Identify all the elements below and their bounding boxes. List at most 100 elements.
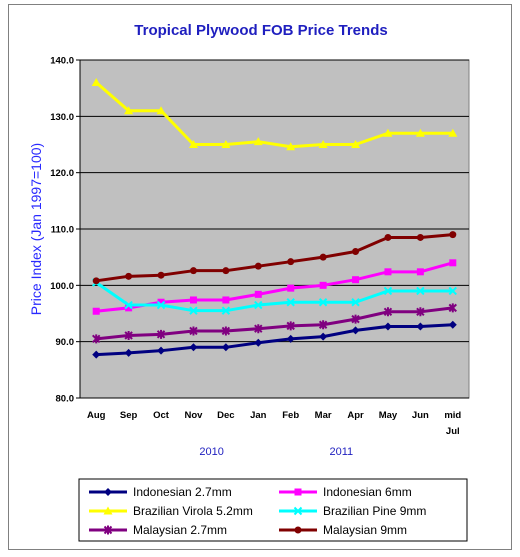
data-point — [124, 330, 133, 340]
data-point — [286, 142, 296, 151]
data-point — [125, 272, 133, 280]
data-point — [124, 300, 133, 310]
data-point — [416, 322, 425, 331]
data-point — [189, 326, 198, 336]
data-point — [254, 290, 262, 298]
year-label: 2010 — [199, 446, 223, 458]
data-point — [221, 140, 231, 148]
data-point — [92, 277, 100, 285]
data-point — [254, 338, 263, 347]
data-point — [188, 140, 198, 148]
data-point — [416, 286, 425, 296]
series-line — [96, 261, 454, 313]
data-point — [319, 332, 328, 341]
data-point — [319, 253, 327, 261]
data-point — [448, 286, 457, 296]
x-tick-label: May — [379, 410, 398, 421]
legend-marker — [293, 506, 303, 516]
x-tick-label: Oct — [153, 410, 170, 421]
data-point — [416, 233, 424, 241]
data-point — [318, 140, 328, 148]
x-tick-label: Jun — [412, 410, 429, 421]
legend-label: Indonesian 6mm — [323, 485, 412, 499]
data-point — [254, 300, 263, 310]
data-point — [92, 334, 101, 344]
data-point — [383, 307, 393, 317]
data-point — [156, 329, 166, 339]
data-point — [222, 296, 230, 304]
data-point — [448, 128, 458, 137]
data-point — [254, 262, 262, 270]
data-point — [189, 306, 198, 315]
legend-label: Indonesian 2.7mm — [133, 485, 232, 499]
data-point — [189, 267, 197, 275]
series-line — [95, 281, 453, 313]
y-tick-label: 90.0 — [56, 337, 75, 348]
x-tick-label: Dec — [217, 410, 234, 421]
x-tick-label: Jan — [250, 410, 267, 421]
data-point — [157, 298, 165, 306]
y-tick-label: 110.0 — [51, 225, 74, 236]
data-point — [384, 233, 392, 241]
chart-frame: Tropical Plywood FOB Price Trends 80.0 90.… — [8, 4, 512, 550]
data-point — [449, 231, 457, 239]
data-point — [222, 267, 230, 275]
data-point — [383, 128, 393, 137]
data-point — [156, 106, 166, 115]
data-point — [352, 248, 360, 256]
legend-marker — [294, 488, 302, 496]
x-tick-label: Jul — [446, 426, 460, 437]
data-point — [221, 343, 230, 352]
series-line — [96, 306, 453, 341]
data-point — [319, 281, 327, 289]
data-point — [286, 298, 295, 307]
y-tick-label: 80.0 — [56, 394, 75, 405]
y-tick-label: 130.0 — [50, 112, 74, 123]
price-trend-chart: Tropical Plywood FOB Price Trends 80.0 90.… — [28, 22, 470, 542]
data-point — [254, 324, 263, 334]
legend-marker — [294, 526, 302, 534]
data-point — [92, 350, 101, 359]
legend-label: Malaysian 2.7mm — [133, 523, 227, 537]
data-point — [416, 268, 424, 276]
data-point — [157, 271, 165, 279]
data-point — [157, 346, 166, 355]
data-point — [156, 300, 166, 310]
x-tick-label: Feb — [282, 410, 299, 421]
data-point — [384, 268, 392, 276]
data-point — [351, 314, 360, 324]
x-tick-label: Sep — [120, 410, 138, 421]
legend-box — [78, 478, 468, 542]
x-tick-label: Nov — [184, 410, 203, 421]
y-tick-label: 100.0 — [50, 281, 74, 292]
data-point — [286, 334, 295, 343]
legend-marker — [104, 488, 112, 496]
data-point — [351, 298, 360, 307]
data-point — [352, 276, 360, 284]
x-tick-label: Aug — [87, 410, 106, 421]
data-point — [124, 106, 134, 115]
y-tick-label: 140.0 — [50, 56, 74, 67]
data-point — [383, 286, 393, 296]
legend-marker — [103, 506, 113, 515]
data-point — [189, 296, 197, 304]
series-line — [96, 233, 453, 283]
chart-title: Tropical Plywood FOB Price Trends — [134, 22, 387, 39]
data-point — [286, 321, 295, 331]
y-tick-label: 120.0 — [50, 168, 74, 179]
x-tick-label: Mar — [315, 410, 332, 421]
data-point — [253, 137, 263, 146]
data-point — [221, 306, 231, 315]
x-tick-label: Apr — [347, 410, 364, 421]
year-label: 2011 — [330, 446, 354, 458]
series-line — [96, 323, 453, 357]
data-point — [416, 307, 425, 317]
series-line — [95, 81, 453, 149]
data-point — [383, 322, 392, 331]
legend-label: Malaysian 9mm — [323, 523, 407, 537]
data-point — [189, 343, 198, 352]
data-point — [448, 303, 457, 313]
legend-label: Brazilian Virola 5.2mm — [133, 504, 253, 518]
legend-label: Brazilian Pine 9mm — [323, 504, 426, 518]
data-point — [124, 348, 133, 357]
